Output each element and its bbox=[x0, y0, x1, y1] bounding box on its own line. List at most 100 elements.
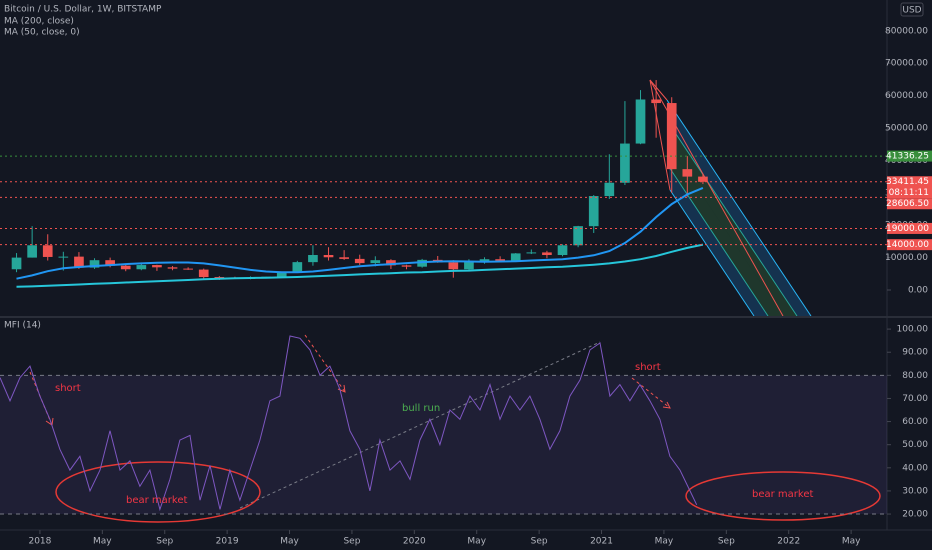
y-tick-label: 40.00 bbox=[902, 463, 928, 473]
indicator-title: MFI (14) bbox=[4, 321, 41, 331]
x-tick-label: 2019 bbox=[216, 537, 239, 547]
pitchfork-line bbox=[666, 99, 812, 316]
price-label: 28606.50 bbox=[886, 199, 929, 209]
candle-body bbox=[557, 245, 568, 256]
candle-body bbox=[448, 262, 459, 270]
candle-body bbox=[120, 265, 131, 270]
pitchfork-handle bbox=[649, 79, 671, 191]
price-label-box bbox=[887, 150, 932, 162]
mfi-band bbox=[0, 375, 887, 515]
candle-body bbox=[308, 255, 318, 263]
candle-body bbox=[339, 257, 349, 259]
moving-average bbox=[16, 243, 704, 288]
y-tick-label: 10000.00 bbox=[885, 253, 928, 263]
price-label: 33411.45 bbox=[886, 177, 929, 187]
y-tick-label: 50.00 bbox=[902, 440, 928, 450]
arrow bbox=[631, 377, 671, 409]
pitchfork-line bbox=[669, 189, 755, 316]
candle-body bbox=[651, 99, 661, 104]
candle-body bbox=[604, 182, 615, 197]
candle-body bbox=[698, 176, 708, 182]
x-tick-label: 2018 bbox=[28, 537, 51, 547]
x-tick-label: Sep bbox=[343, 537, 360, 547]
y-tick-label: 80.00 bbox=[902, 371, 928, 381]
highlight-ellipse bbox=[55, 461, 261, 523]
pitchfork-band bbox=[668, 145, 783, 316]
legend-entry: MA (200, close) bbox=[4, 17, 74, 27]
annotation: short bbox=[55, 383, 81, 394]
candle-body bbox=[27, 245, 37, 258]
price-label: 41336.25 bbox=[886, 152, 929, 162]
trend-line bbox=[239, 341, 601, 509]
x-tick-label: May bbox=[93, 537, 112, 547]
price-label-box bbox=[887, 222, 932, 234]
annotation: bear market bbox=[126, 495, 187, 506]
price-label-box bbox=[887, 176, 932, 199]
price-label-box bbox=[887, 239, 932, 251]
y-tick-label: 30.00 bbox=[902, 486, 928, 496]
currency[interactable]: USD bbox=[902, 6, 921, 16]
y-tick-label: 70000.00 bbox=[885, 59, 928, 69]
mfi-pane bbox=[0, 334, 887, 523]
candle-body bbox=[464, 262, 474, 270]
x-tick-label: May bbox=[655, 537, 674, 547]
y-tick-label: 70.00 bbox=[902, 394, 928, 404]
x-tick-label: Sep bbox=[718, 537, 735, 547]
pitchfork-handle bbox=[649, 79, 668, 101]
candle-body bbox=[588, 196, 599, 227]
highlight-ellipse bbox=[685, 471, 881, 521]
candle-body bbox=[89, 260, 100, 268]
candle-body bbox=[635, 99, 646, 144]
candle-body bbox=[183, 268, 193, 270]
candle-body bbox=[354, 258, 365, 264]
annotation: short bbox=[635, 362, 661, 373]
mfi-line bbox=[0, 335, 698, 512]
y-tick-label: 90.00 bbox=[902, 348, 928, 358]
x-tick-label: May bbox=[842, 537, 861, 547]
candle-body bbox=[11, 257, 22, 270]
candle-body bbox=[58, 256, 69, 258]
annotation: bull run bbox=[402, 403, 440, 414]
price-label-box bbox=[887, 198, 932, 210]
candle-body bbox=[152, 265, 162, 268]
x-tick-label: Sep bbox=[531, 537, 548, 547]
x-tick-label: 2020 bbox=[403, 537, 426, 547]
price-label: 14000.00 bbox=[886, 240, 929, 250]
candle-body bbox=[292, 262, 303, 273]
candle-body bbox=[323, 255, 334, 258]
y-tick-label: 80000.00 bbox=[885, 26, 928, 36]
x-tick-label: 2021 bbox=[590, 537, 613, 547]
candle-body bbox=[136, 265, 147, 270]
candle-body bbox=[276, 272, 287, 277]
y-tick-label: 100.00 bbox=[897, 325, 929, 335]
countdown: 08:11:11 bbox=[889, 188, 929, 198]
candle-body bbox=[105, 260, 115, 266]
candle-body bbox=[620, 143, 630, 183]
x-tick-label: 2022 bbox=[777, 537, 800, 547]
candle-body bbox=[666, 103, 677, 170]
x-tick-label: May bbox=[467, 537, 486, 547]
y-tick-label: 0.00 bbox=[908, 285, 928, 295]
pitchfork bbox=[649, 79, 812, 316]
candle-body bbox=[74, 256, 84, 268]
arrow-head bbox=[662, 401, 671, 409]
annotation: bear market bbox=[752, 489, 813, 500]
y-tick-label: 50000.00 bbox=[885, 123, 928, 133]
symbol-title: Bitcoin / U.S. Dollar, 1W, BITSTAMP bbox=[4, 5, 162, 15]
candle-body bbox=[42, 245, 53, 257]
candle-body bbox=[417, 259, 427, 267]
y-tick-label: 60000.00 bbox=[885, 91, 928, 101]
candle-body bbox=[542, 252, 552, 256]
price-pane bbox=[0, 79, 887, 316]
candle-body bbox=[526, 252, 537, 254]
y-tick-label: 60.00 bbox=[902, 417, 928, 427]
currency-box[interactable] bbox=[900, 2, 924, 17]
moving-average bbox=[16, 186, 704, 280]
candle-body bbox=[386, 260, 396, 266]
candle-body bbox=[370, 260, 381, 264]
candle-body bbox=[479, 259, 490, 263]
candle-body bbox=[573, 226, 583, 246]
x-tick-label: Sep bbox=[156, 537, 173, 547]
